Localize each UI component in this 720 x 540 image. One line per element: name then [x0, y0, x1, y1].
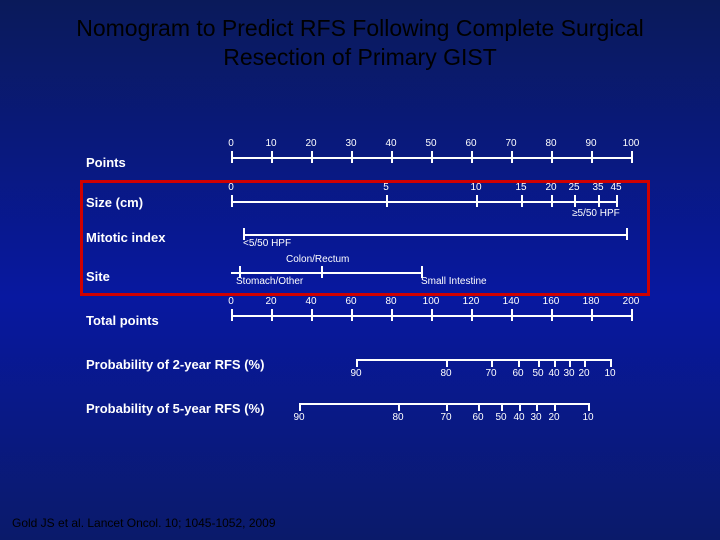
label-site: Site	[86, 269, 110, 284]
slide-title: Nomogram to Predict RFS Following Comple…	[0, 0, 720, 72]
row-points: Points 0102030405060708090100	[86, 140, 646, 184]
label-mitotic: Mitotic index	[86, 230, 165, 245]
citation-text: Gold JS et al. Lancet Oncol. 10; 1045-10…	[12, 516, 276, 530]
row-rfs2: Probability of 2-year RFS (%) 9080706050…	[86, 342, 646, 386]
label-total: Total points	[86, 313, 159, 328]
row-size: Size (cm) 05101520253545	[86, 184, 646, 220]
label-rfs2: Probability of 2-year RFS (%)	[86, 357, 264, 372]
row-total: Total points 020406080100120140160180200	[86, 298, 646, 342]
label-points: Points	[86, 155, 126, 170]
label-rfs5: Probability of 5-year RFS (%)	[86, 401, 264, 416]
row-rfs5: Probability of 5-year RFS (%) 9080706050…	[86, 386, 646, 430]
row-mitotic: Mitotic index ≥5/50 HPF<5/50 HPF	[86, 220, 646, 254]
label-size: Size (cm)	[86, 195, 143, 210]
nomogram-container: Points 0102030405060708090100 Size (cm) …	[86, 140, 646, 430]
row-site: Site Colon/RectumStomach/OtherSmall Inte…	[86, 254, 646, 298]
